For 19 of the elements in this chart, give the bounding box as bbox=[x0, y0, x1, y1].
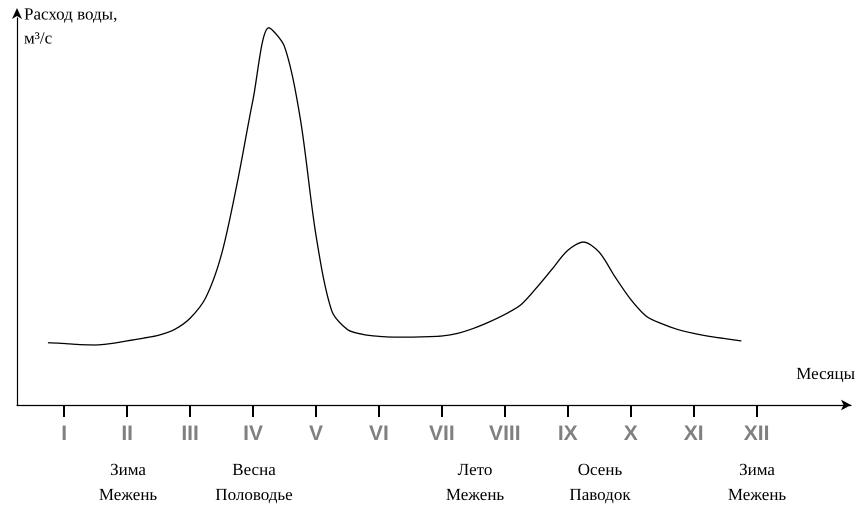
x-tick-label: III bbox=[181, 422, 199, 445]
x-tick-label: VI bbox=[369, 422, 389, 445]
text: Лето Межень bbox=[446, 460, 504, 504]
x-tick-label: II bbox=[121, 422, 133, 445]
text: Зима Межень bbox=[728, 460, 786, 504]
text: Весна Половодье bbox=[215, 460, 293, 504]
x-tick-label: VIII bbox=[489, 422, 521, 445]
y-axis-title: Расход воды, м³/с bbox=[24, 4, 118, 48]
x-tick-label: X bbox=[624, 422, 638, 445]
text: Зима Межень bbox=[98, 460, 158, 504]
x-tick-label: VII bbox=[429, 422, 455, 445]
x-axis-title: Месяцы bbox=[796, 364, 856, 383]
x-tick-label: I bbox=[61, 422, 68, 445]
x-tick-label: V bbox=[308, 422, 323, 445]
x-tick-label: XII bbox=[744, 422, 770, 445]
x-tick-label: IV bbox=[243, 422, 263, 445]
x-tick-label: IX bbox=[558, 422, 578, 445]
text: Осень Паводок bbox=[569, 460, 632, 504]
x-tick-label: XI bbox=[684, 422, 704, 445]
